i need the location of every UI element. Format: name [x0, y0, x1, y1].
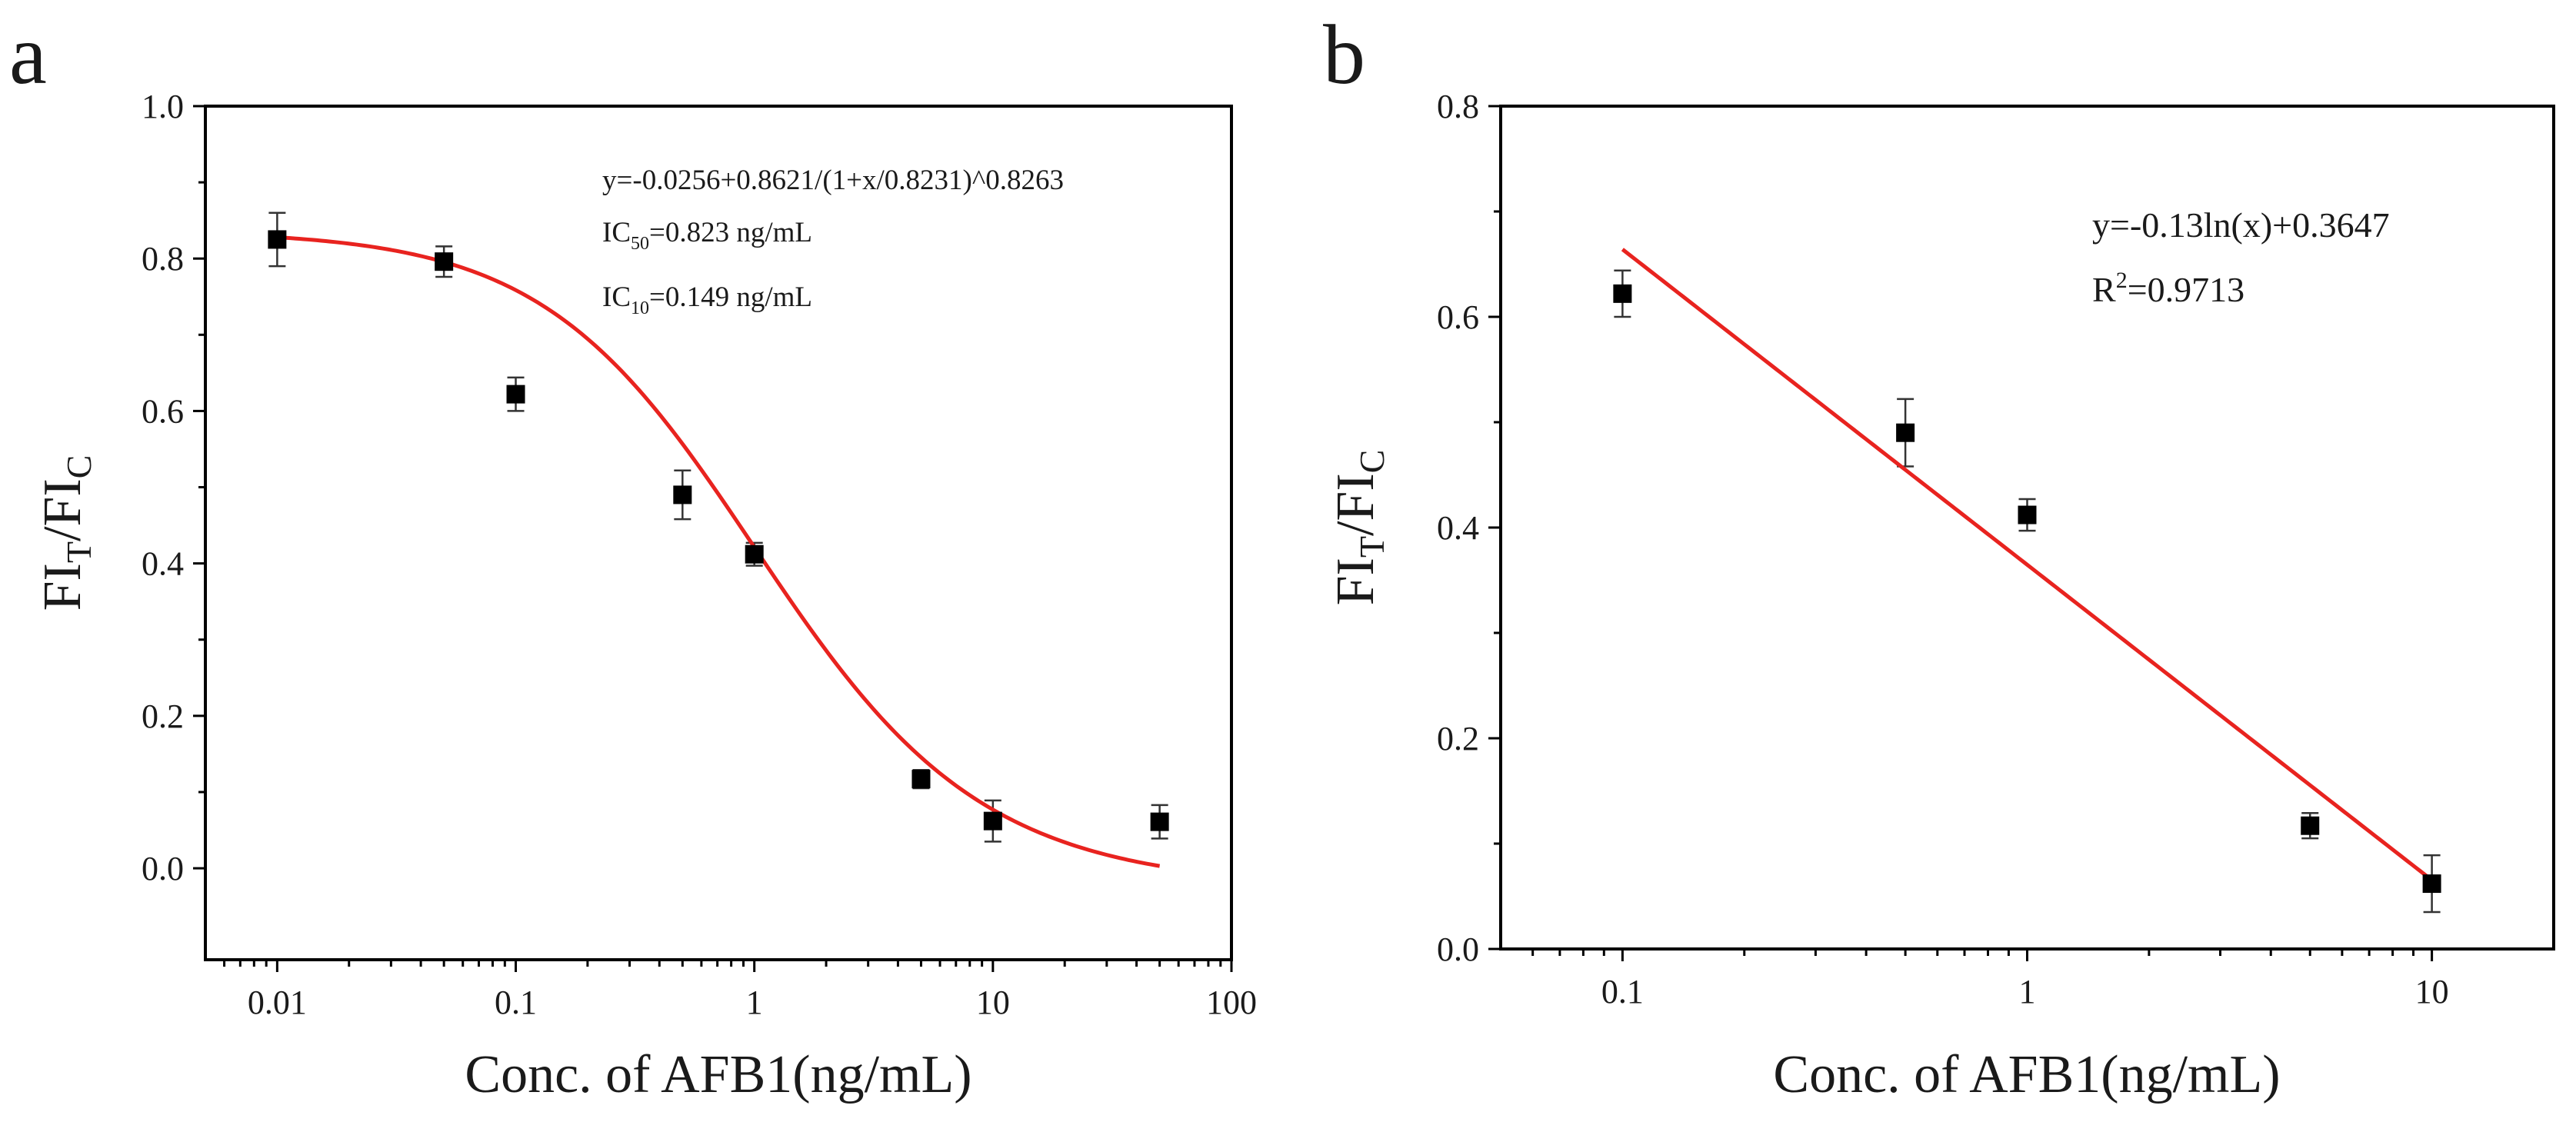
y-tick-label: 0.0 [1437, 931, 1479, 968]
panel-a-y-axis-title: FIT/FIC [33, 455, 98, 611]
data-point [983, 811, 1002, 831]
x-tick-label: 1 [2019, 973, 2036, 1010]
y-tick-label: 0.6 [1437, 298, 1479, 336]
x-tick-label: 10 [2415, 973, 2449, 1010]
data-point [2422, 874, 2441, 894]
data-point [506, 385, 525, 404]
y-tick-label: 0.4 [1437, 509, 1479, 547]
x-tick-label: 1 [746, 984, 763, 1021]
panel-b: b 0.0 0.2 0.4 0.6 0.8 0.1 1 10 y=-0.13ln(x)+0.… [1323, 8, 2555, 1104]
panel-b-error-bars [1614, 269, 2441, 914]
panel-a-x-ticks: 0.01 0.1 1 10 100 [223, 960, 1257, 1021]
panel-b-y-axis-title: FIT/FIC [1326, 450, 1391, 606]
y-tick-label: 1.0 [142, 88, 184, 125]
x-tick-label: 0.1 [1601, 973, 1644, 1010]
panel-b-fit-line [1621, 248, 2434, 882]
panel-a-equation: y=-0.0256+0.8621/(1+x/0.8231)^0.8263 [602, 165, 1064, 196]
panel-a-x-axis-title: Conc. of AFB1(ng/mL) [465, 1045, 971, 1104]
data-point [2301, 816, 2320, 835]
panel-a-fit-curve [277, 235, 1161, 868]
y-tick-label: 0.8 [1437, 88, 1479, 125]
panel-b-letter: b [1323, 8, 1365, 102]
x-tick-label: 10 [976, 984, 1010, 1021]
data-point [1613, 284, 1632, 303]
panel-b-equation: y=-0.13ln(x)+0.3647 [2092, 205, 2390, 245]
data-point [1896, 423, 1915, 442]
panel-a: a 0.0 0.2 0.4 0.6 0.8 1.0 0.01 0.1 1 10 100 y=-0.… [9, 8, 1257, 1104]
panel-b-y-ticks: 0.0 0.2 0.4 0.6 0.8 [1437, 88, 1501, 968]
panel-b-r2: R2=0.9713 [2092, 268, 2244, 309]
x-tick-label: 0.1 [495, 984, 537, 1021]
panel-a-letter: a [9, 8, 47, 102]
y-tick-label: 0.8 [142, 240, 184, 278]
data-point [745, 544, 764, 564]
panel-a-ic10: IC10=0.149 ng/mL [602, 281, 812, 318]
x-tick-label: 100 [1206, 984, 1257, 1021]
y-tick-label: 0.4 [142, 545, 184, 583]
panel-b-x-axis-title: Conc. of AFB1(ng/mL) [1773, 1045, 2280, 1104]
data-point [2018, 505, 2037, 524]
y-tick-label: 0.6 [142, 392, 184, 430]
y-tick-label: 0.2 [1437, 720, 1479, 757]
y-tick-label: 0.2 [142, 698, 184, 735]
x-tick-label: 0.01 [248, 984, 307, 1021]
panel-a-data-points [268, 230, 1169, 831]
panel-a-ic50: IC50=0.823 ng/mL [602, 217, 812, 254]
panel-a-y-ticks: 0.0 0.2 0.4 0.6 0.8 1.0 [142, 88, 205, 887]
data-point [911, 770, 931, 789]
y-tick-label: 0.0 [142, 850, 184, 887]
data-point [435, 252, 454, 271]
data-point [1150, 812, 1169, 831]
panel-b-x-ticks: 0.1 1 10 [1531, 949, 2449, 1010]
data-point [268, 230, 287, 249]
panel-b-data-points [1613, 284, 2441, 894]
data-point [673, 485, 692, 504]
